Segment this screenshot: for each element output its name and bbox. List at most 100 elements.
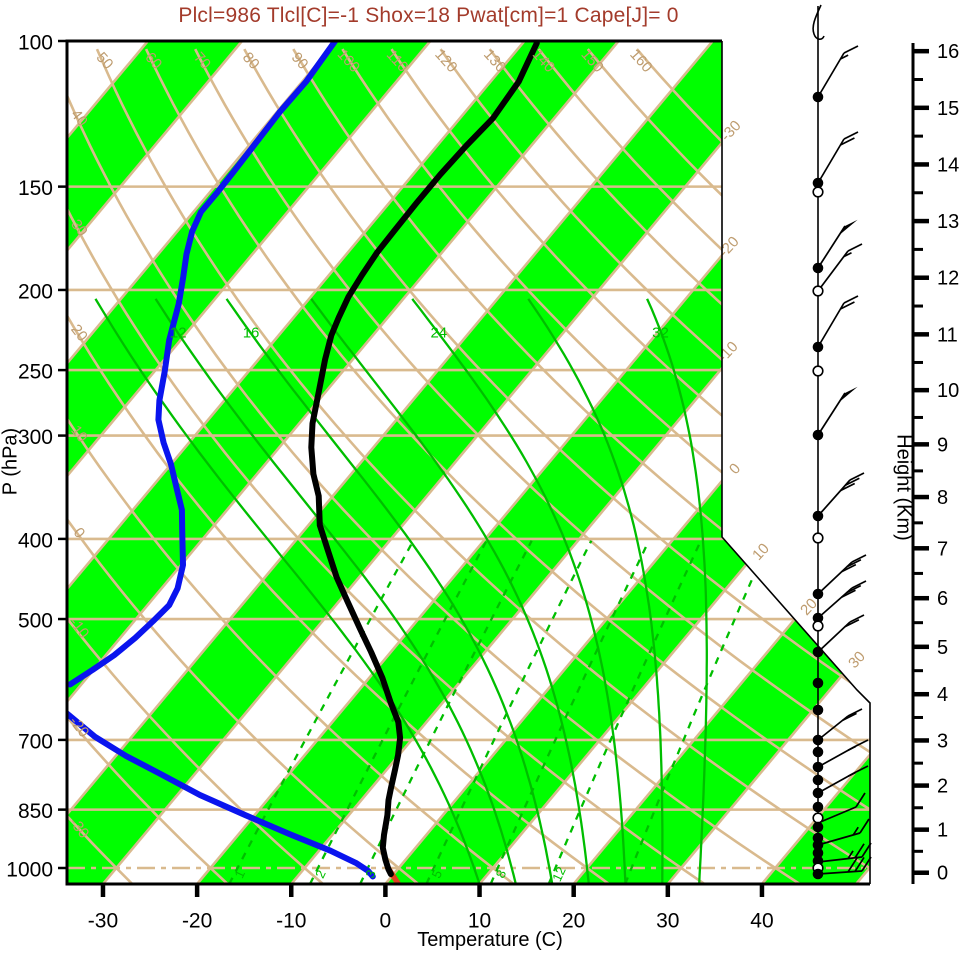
svg-text:0: 0: [726, 460, 744, 478]
svg-text:12: 12: [549, 864, 569, 883]
dewpoint-curve-lower: [67, 710, 376, 880]
wind-level-dot: [812, 510, 824, 522]
svg-text:14: 14: [937, 154, 959, 176]
wind-level-dot: [812, 801, 824, 813]
svg-text:6: 6: [937, 588, 948, 610]
svg-text:24: 24: [430, 325, 447, 342]
chart-title: Plcl=986 Tlcl[C]=-1 Shox=18 Pwat[cm]=1 C…: [178, 4, 679, 27]
wind-level-dot: [812, 821, 824, 833]
wind-level-dot: [812, 868, 824, 880]
plot-border-main: [65, 39, 870, 886]
svg-text:5: 5: [937, 637, 948, 659]
svg-text:7: 7: [937, 538, 948, 560]
svg-text:40: 40: [67, 106, 91, 130]
plot-border-right: [721, 41, 871, 884]
moist-adiabat-lines: [94, 298, 708, 884]
dewpoint-curve-upper: [67, 41, 339, 688]
wind-level-dot: [812, 262, 824, 274]
wind-level-dot: [812, 341, 824, 353]
svg-text:3: 3: [937, 730, 948, 752]
svg-text:90: 90: [288, 49, 312, 73]
height-axis-label: Height (Km): [892, 434, 915, 541]
svg-text:12: 12: [937, 268, 959, 290]
svg-text:100: 100: [18, 32, 53, 55]
svg-text:-20: -20: [182, 910, 212, 933]
svg-text:2: 2: [937, 776, 948, 798]
svg-text:8: 8: [493, 868, 510, 881]
svg-text:500: 500: [18, 610, 53, 633]
svg-text:4: 4: [937, 684, 948, 706]
svg-text:40: 40: [750, 910, 773, 933]
svg-text:50: 50: [93, 49, 117, 73]
wind-level-dot: [812, 646, 824, 658]
svg-text:700: 700: [18, 730, 53, 753]
wind-level-dot: [812, 429, 824, 441]
svg-text:1000: 1000: [6, 859, 53, 882]
svg-text:10: 10: [468, 910, 491, 933]
skewt-plot-area: [67, 41, 870, 884]
wind-level-open-circle: [812, 532, 824, 544]
svg-text:200: 200: [18, 280, 53, 303]
svg-text:30: 30: [67, 216, 91, 240]
wind-level-dot: [812, 774, 824, 786]
svg-text:300: 300: [18, 426, 53, 449]
wind-level-open-circle: [812, 620, 824, 632]
svg-text:250: 250: [18, 361, 53, 384]
wind-level-dot: [812, 677, 824, 689]
svg-text:150: 150: [18, 177, 53, 200]
svg-text:80: 80: [239, 49, 263, 73]
wind-level-dot: [812, 761, 824, 773]
svg-text:0: 0: [380, 910, 392, 933]
wind-level-dot: [812, 177, 824, 189]
wind-level-dot: [812, 588, 824, 600]
wind-level-dot: [812, 704, 824, 716]
wind-level-open-circle: [812, 365, 824, 377]
green-isotherm-bands: [67, 41, 870, 884]
wind-barb-column: [812, 4, 872, 880]
svg-text:15: 15: [937, 98, 959, 120]
wind-level-dot: [812, 787, 824, 799]
svg-text:13: 13: [937, 211, 959, 233]
svg-text:11: 11: [937, 324, 958, 346]
pressure-axis-label: P (hPa): [0, 427, 22, 496]
svg-text:30: 30: [845, 648, 869, 672]
svg-text:16: 16: [243, 325, 260, 342]
svg-text:850: 850: [18, 800, 53, 823]
wind-level-dot: [812, 847, 824, 859]
wind-level-open-circle: [812, 285, 824, 297]
mixing-ratio-lines: [228, 540, 771, 884]
svg-text:16: 16: [937, 41, 959, 63]
svg-text:-30: -30: [88, 910, 118, 933]
svg-text:0: 0: [937, 863, 948, 885]
temperature-axis-label: Temperature (C): [417, 929, 563, 951]
wind-level-dot: [812, 839, 824, 851]
isotherm-lines: [67, 41, 870, 884]
svg-text:-10: -10: [276, 910, 306, 933]
svg-text:32: 32: [652, 325, 669, 342]
svg-text:10: 10: [749, 540, 773, 564]
svg-text:20: 20: [67, 321, 91, 345]
svg-text:1: 1: [937, 820, 948, 842]
wind-level-open-circle: [812, 186, 824, 198]
wind-level-dot: [812, 612, 824, 624]
svg-text:30: 30: [656, 910, 679, 933]
svg-text:12: 12: [170, 325, 187, 342]
wind-level-open-circle: [812, 812, 824, 824]
svg-text:400: 400: [18, 529, 53, 552]
wind-level-dot: [812, 746, 824, 758]
temperature-curve: [308, 41, 540, 878]
svg-text:2: 2: [312, 868, 329, 881]
svg-text:10: 10: [937, 380, 959, 402]
svg-text:10: 10: [67, 422, 91, 446]
svg-text:160: 160: [626, 46, 655, 76]
svg-text:8: 8: [937, 487, 948, 509]
wind-level-dot: [812, 91, 824, 103]
svg-text:9: 9: [937, 434, 948, 456]
wind-level-dot: [812, 734, 824, 746]
svg-text:20: 20: [562, 910, 585, 933]
top-barb-hook: [812, 4, 825, 40]
